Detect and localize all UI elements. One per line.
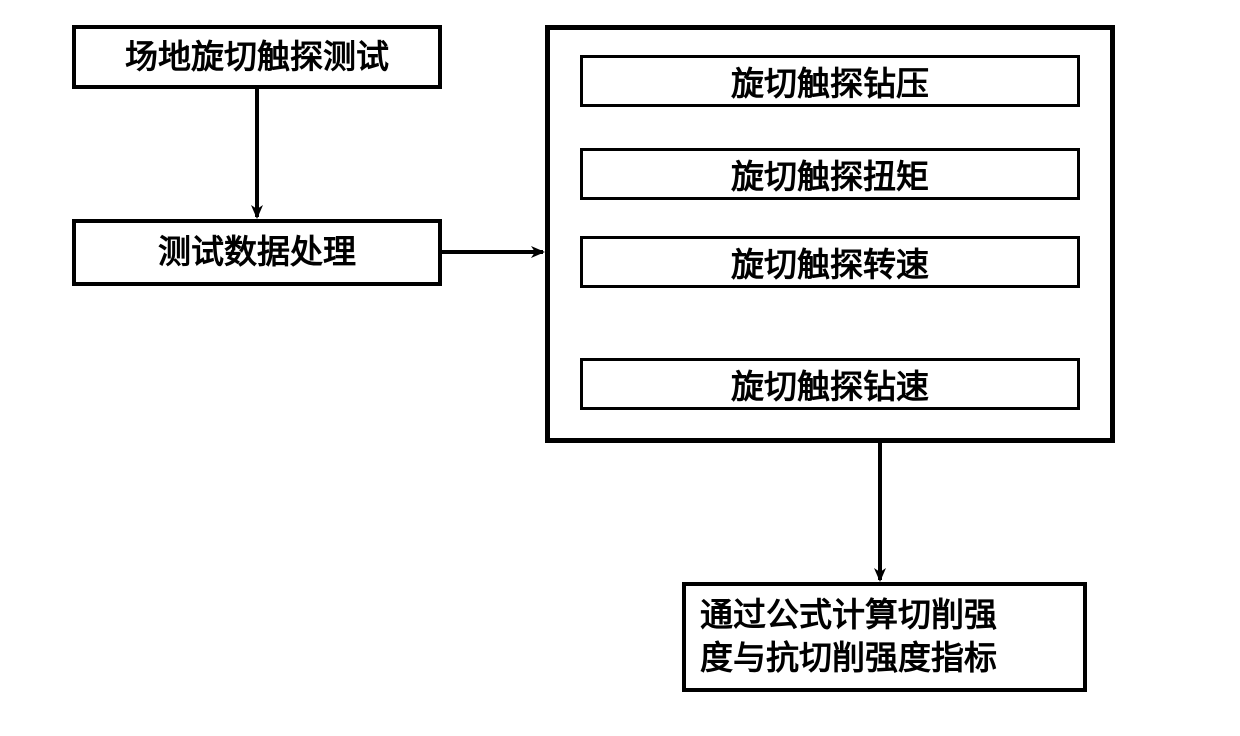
arrows-layer	[0, 0, 1240, 736]
